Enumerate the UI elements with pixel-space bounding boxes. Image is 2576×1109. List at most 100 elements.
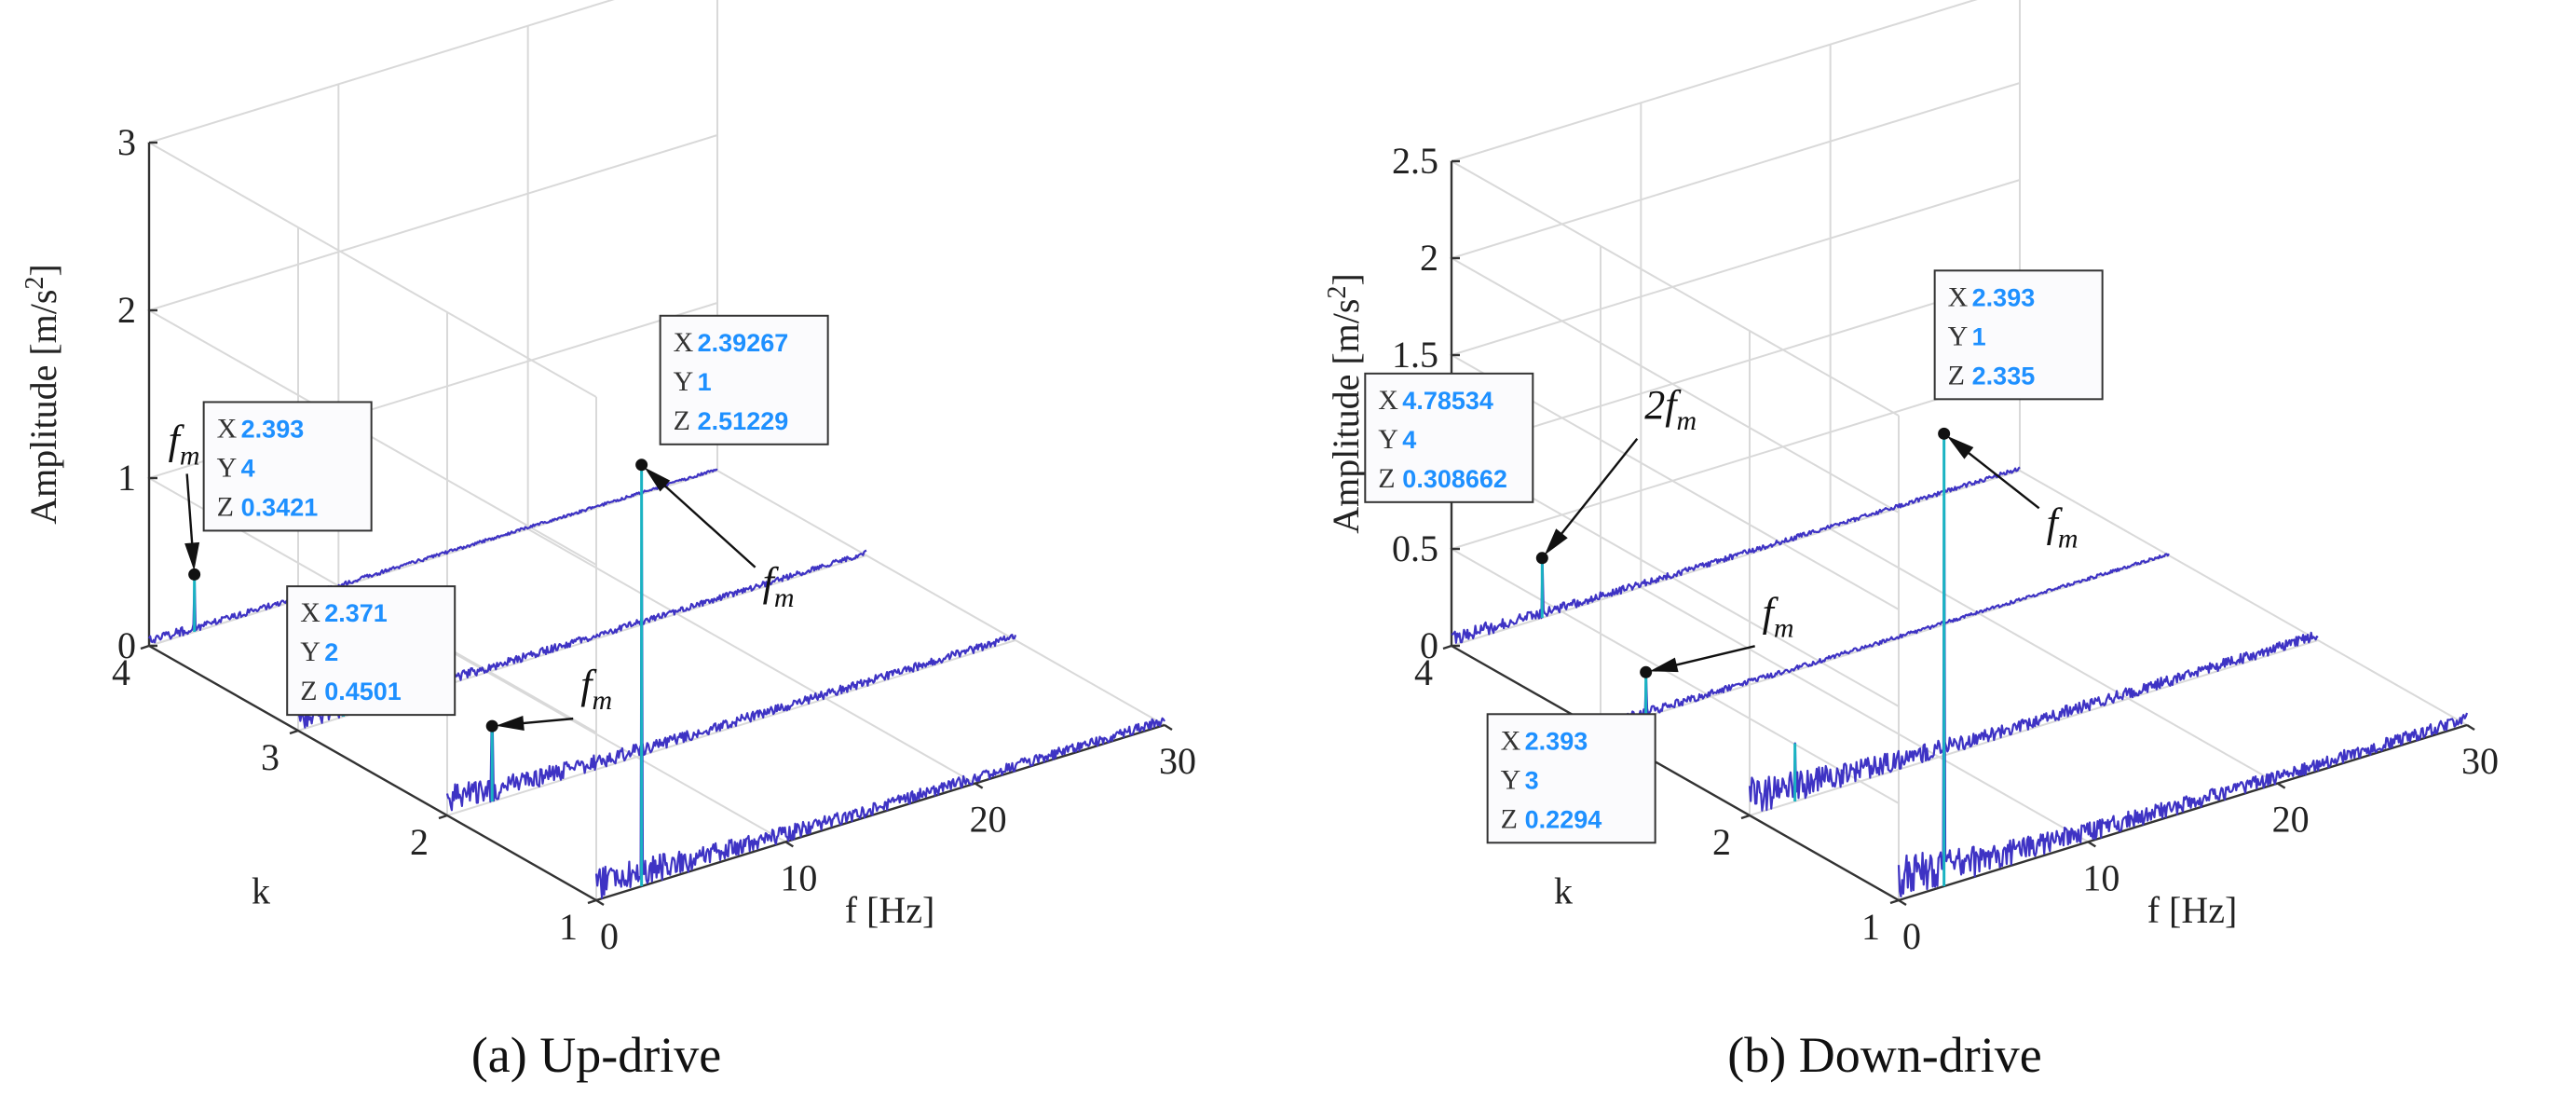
z-tick-label-0: 0	[1420, 624, 1438, 666]
fm-label-main: 2f	[1644, 382, 1682, 428]
fm-label-sub: m	[592, 685, 612, 716]
fm-label: fm	[763, 559, 795, 613]
spectrum-line-k2	[445, 634, 1017, 812]
fm-label-sub: m	[180, 440, 200, 471]
k-axis-label: k	[1554, 870, 1573, 912]
k-tick-1	[438, 814, 448, 820]
spectrum-line-k2	[1748, 631, 2319, 812]
fm-annotation-0: 2fm	[1544, 382, 1697, 555]
datatip-x-key: X	[1948, 281, 1969, 312]
spectrum-line-k1	[1897, 432, 2469, 897]
datatip-box	[286, 585, 457, 717]
datatip-x-value: 2.371	[324, 599, 388, 627]
datatip-z-value: 0.308662	[1402, 465, 1507, 493]
x-tick-label-2: 20	[2272, 799, 2310, 841]
x-tick-label-1: 10	[780, 856, 817, 898]
fm-label: fm	[2047, 500, 2079, 554]
gridline-z-3	[146, 0, 615, 398]
figure-caption: (b) Down-drive	[1727, 1027, 2041, 1083]
datatip-y-key: Y	[1948, 321, 1969, 351]
datatip-x-value: 2.393	[1525, 727, 1588, 755]
k-tick-label-0: 1	[1861, 906, 1880, 948]
fm-arrow-head	[496, 716, 525, 731]
datatip-x-value: 2.393	[241, 415, 305, 443]
datatip-y-key: Y	[300, 637, 320, 667]
fm-arrow-head	[1649, 657, 1679, 673]
spectrum-line-k3	[1600, 553, 2170, 727]
x-tick-label-1: 10	[2082, 856, 2119, 898]
gridline-x-floor-1	[1640, 586, 2089, 843]
fm-label-sub: m	[2058, 523, 2079, 554]
datatip-z-value: 2.51229	[698, 407, 789, 435]
x-tick-label-0: 0	[600, 915, 619, 957]
x-axis-label: f [Hz]	[2147, 889, 2238, 931]
z-axis-label-main: Amplitude [m/s	[22, 290, 64, 525]
fm-label: fm	[169, 417, 200, 471]
datatip-y-key: Y	[1501, 764, 1521, 795]
gridline-x-floor-3	[2019, 470, 2468, 726]
datatip-z-value: 2.335	[1972, 362, 2036, 390]
datatip-z-key: Z	[217, 491, 234, 522]
fm-arrow-head	[184, 541, 200, 571]
x-tick-label-3: 30	[1159, 740, 1196, 782]
fm-arrow-shaft	[1549, 438, 1639, 549]
z-axis-label-sup: 2	[1323, 286, 1352, 299]
datatip-y-value: 4	[241, 454, 255, 482]
k-tick-label-2: 3	[261, 736, 279, 778]
z-axis-label-sup: 2	[20, 277, 49, 290]
x-tick-1	[784, 841, 794, 848]
k-tick-label-0: 1	[559, 906, 578, 948]
z-tick-label-2: 2	[117, 289, 136, 331]
datatip-y-value: 1	[698, 368, 712, 396]
datatip-y-key: Y	[217, 452, 238, 483]
datatip-box	[1486, 713, 1656, 844]
fm-label: fm	[1763, 589, 1794, 643]
z-tick-label-5: 2.5	[1392, 140, 1438, 182]
datatip-marker	[188, 568, 201, 581]
chart-down-drive: 0102030123400.511.522.5f [Hz]kAmplitude …	[1323, 0, 2499, 1083]
z-tick-label-3: 3	[117, 121, 136, 163]
datatip-marker	[1535, 552, 1548, 565]
k-tick-3	[1442, 644, 1452, 650]
datatip-y-value: 4	[1402, 426, 1416, 454]
k-axis-label: k	[252, 870, 270, 912]
fm-annotation-2: fm	[644, 467, 795, 613]
z-axis-label-main: Amplitude [m/s	[1325, 299, 1367, 534]
datatip-x-key: X	[217, 413, 238, 444]
datatip-x-key: X	[1501, 725, 1521, 756]
spectrum-line-k4	[148, 468, 718, 644]
k-tick-0	[1889, 898, 1900, 905]
z-axis-label: Amplitude [m/s2]	[20, 264, 64, 525]
datatip-y-value: 1	[1972, 322, 1986, 350]
fm-label-sub: m	[1677, 405, 1697, 436]
fm-arrow-head	[1544, 528, 1568, 555]
z-tick-label-0: 0	[117, 624, 136, 666]
x-tick-2	[2277, 782, 2286, 789]
k-tick-1	[1740, 814, 1751, 820]
fm-label: 2fm	[1644, 382, 1697, 436]
gridline-k-floor-1	[1749, 639, 2319, 816]
z-tick-label-4: 2	[1420, 237, 1438, 279]
z-tick-label-1: 0.5	[1392, 527, 1438, 569]
k-tick-label-1: 2	[1712, 821, 1731, 863]
panel-down-drive: 0102030123400.511.522.5f [Hz]kAmplitude …	[1288, 0, 2576, 1109]
datatip-z-key: Z	[674, 405, 690, 436]
datatip-x-value: 2.39267	[698, 329, 789, 357]
datatip-x-value: 2.393	[1972, 283, 2036, 311]
datatip-marker	[1640, 665, 1653, 678]
gridline-x-floor-2	[527, 527, 976, 785]
datatip-z-value: 0.2294	[1525, 805, 1602, 833]
spectrum-line-k4	[1451, 466, 2021, 644]
labels-group: 0102030123400.511.522.5f [Hz]kAmplitude …	[1323, 140, 2499, 1083]
x-tick-2	[975, 782, 984, 789]
fm-label-sub: m	[774, 582, 795, 613]
x-tick-label-3: 30	[2461, 740, 2499, 782]
datatip-z-key: Z	[1948, 360, 1965, 390]
